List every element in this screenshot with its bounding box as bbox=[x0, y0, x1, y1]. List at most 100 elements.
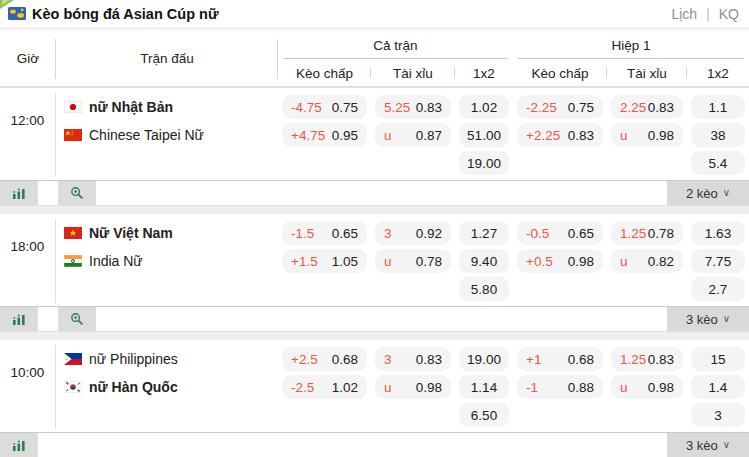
handicap-line: +4.75 bbox=[291, 128, 325, 143]
stats-button[interactable] bbox=[0, 181, 38, 205]
home-team-row: nữ Nhật Bản -4.750.75 5.250.83 1.02 -2.2… bbox=[56, 93, 749, 121]
half-1x2-draw-pill[interactable]: 2.7 bbox=[691, 277, 745, 301]
away-team-row: Chinese Taipei Nữ +4.750.95 u0.87 51.00 … bbox=[56, 121, 749, 149]
half-over-pill[interactable]: 1.250.78 bbox=[611, 221, 683, 245]
analysis-button[interactable] bbox=[58, 181, 96, 205]
half-1x2-away-pill[interactable]: 7.75 bbox=[691, 249, 745, 273]
half-handicap-away-pill[interactable]: -10.88 bbox=[517, 375, 603, 399]
handicap-line: +2.5 bbox=[291, 352, 318, 367]
schedule-link[interactable]: Lịch bbox=[671, 6, 697, 22]
draw-row: 6.50 3 bbox=[56, 401, 749, 429]
india-flag-icon bbox=[64, 255, 82, 267]
full-1x2-home-pill[interactable]: 19.00 bbox=[459, 347, 509, 371]
ou-line: 3 bbox=[384, 226, 392, 241]
col-header-time: Giờ bbox=[0, 30, 56, 86]
half-handicap-away-pill[interactable]: +0.50.98 bbox=[517, 249, 603, 273]
stats-button[interactable] bbox=[0, 307, 38, 331]
full-over-pill[interactable]: 30.92 bbox=[375, 221, 451, 245]
half-over-pill[interactable]: 2.250.83 bbox=[611, 95, 683, 119]
full-under-pill[interactable]: u0.78 bbox=[375, 249, 451, 273]
table-header: Giờ Trận đấu Cả trận Kèo chấp Tài xỉu 1x… bbox=[0, 30, 749, 88]
handicap-odds: 0.98 bbox=[568, 254, 594, 269]
half-1x2-home-pill[interactable]: 15 bbox=[691, 347, 745, 371]
1x2-odds: 38 bbox=[710, 128, 725, 143]
1x2-odds: 1.14 bbox=[471, 380, 497, 395]
subcol-full-overunder: Tài xỉu bbox=[371, 64, 455, 81]
ou-odds: 0.83 bbox=[416, 352, 442, 367]
1x2-odds: 1.63 bbox=[705, 226, 731, 241]
full-1x2-draw-pill[interactable]: 5.80 bbox=[459, 277, 509, 301]
1x2-odds: 5.80 bbox=[471, 282, 497, 297]
col-header-match: Trận đấu bbox=[56, 30, 278, 86]
full-handicap-home-pill[interactable]: -4.750.75 bbox=[282, 95, 367, 119]
full-1x2-draw-pill[interactable]: 6.50 bbox=[459, 403, 509, 427]
half-under-pill[interactable]: u0.98 bbox=[611, 375, 683, 399]
1x2-odds: 1.1 bbox=[709, 100, 728, 115]
handicap-line: -4.75 bbox=[291, 100, 322, 115]
analysis-button[interactable] bbox=[58, 307, 96, 331]
full-handicap-away-pill[interactable]: +1.51.05 bbox=[282, 249, 367, 273]
1x2-odds: 2.7 bbox=[709, 282, 728, 297]
team-name: India Nữ bbox=[89, 253, 143, 269]
more-odds-button[interactable]: 3 kèo ∨ bbox=[667, 433, 749, 457]
more-odds-label: 3 kèo bbox=[686, 438, 718, 453]
full-over-pill[interactable]: 5.250.83 bbox=[375, 95, 451, 119]
handicap-odds: 0.88 bbox=[568, 380, 594, 395]
handicap-odds: 1.05 bbox=[332, 254, 358, 269]
half-under-pill[interactable]: u0.82 bbox=[611, 249, 683, 273]
half-1x2-draw-pill[interactable]: 3 bbox=[691, 403, 745, 427]
full-1x2-home-pill[interactable]: 1.27 bbox=[459, 221, 509, 245]
half-handicap-home-pill[interactable]: +10.68 bbox=[517, 347, 603, 371]
half-1x2-home-pill[interactable]: 1.63 bbox=[691, 221, 745, 245]
more-odds-label: 2 kèo bbox=[686, 186, 718, 201]
1x2-odds: 51.00 bbox=[467, 128, 501, 143]
full-under-pill[interactable]: u0.98 bbox=[375, 375, 451, 399]
half-1x2-home-pill[interactable]: 1.1 bbox=[691, 95, 745, 119]
half-over-pill[interactable]: 1.250.83 bbox=[611, 347, 683, 371]
more-odds-button[interactable]: 3 kèo ∨ bbox=[667, 307, 749, 331]
team-home[interactable]: nữ Philippines bbox=[56, 351, 278, 367]
page-title: Kèo bóng đá Asian Cúp nữ bbox=[32, 6, 218, 22]
match-action-bar: 3 kèo ∨ bbox=[0, 306, 749, 332]
full-over-pill[interactable]: 30.83 bbox=[375, 347, 451, 371]
1x2-odds: 1.02 bbox=[471, 100, 497, 115]
team-home[interactable]: Nữ Việt Nam bbox=[56, 225, 278, 241]
group-header-full-match: Cả trận Kèo chấp Tài xỉu 1x2 bbox=[278, 30, 513, 86]
half-1x2-away-pill[interactable]: 1.4 bbox=[691, 375, 745, 399]
more-odds-button[interactable]: 2 kèo ∨ bbox=[667, 181, 749, 205]
half-1x2-draw-pill[interactable]: 5.4 bbox=[691, 151, 745, 175]
south-korea-flag-icon bbox=[64, 381, 82, 393]
full-1x2-away-pill[interactable]: 1.14 bbox=[459, 375, 509, 399]
full-handicap-away-pill[interactable]: +4.750.95 bbox=[282, 123, 367, 147]
full-handicap-away-pill[interactable]: -2.51.02 bbox=[282, 375, 367, 399]
full-1x2-away-pill[interactable]: 51.00 bbox=[459, 123, 509, 147]
philippines-flag-icon bbox=[64, 353, 82, 365]
half-under-pill[interactable]: u0.98 bbox=[611, 123, 683, 147]
draw-row: 5.80 2.7 bbox=[56, 275, 749, 303]
handicap-odds: 0.75 bbox=[568, 100, 594, 115]
full-1x2-away-pill[interactable]: 9.40 bbox=[459, 249, 509, 273]
half-handicap-home-pill[interactable]: -2.250.75 bbox=[517, 95, 603, 119]
full-under-pill[interactable]: u0.87 bbox=[375, 123, 451, 147]
magnifier-icon bbox=[70, 312, 84, 326]
team-away[interactable]: India Nữ bbox=[56, 253, 278, 269]
stats-button[interactable] bbox=[0, 433, 38, 457]
full-handicap-home-pill[interactable]: -1.50.65 bbox=[282, 221, 367, 245]
half-handicap-home-pill[interactable]: -0.50.65 bbox=[517, 221, 603, 245]
half-handicap-away-pill[interactable]: +2.250.83 bbox=[517, 123, 603, 147]
chevron-down-icon: ∨ bbox=[723, 440, 730, 450]
team-away[interactable]: nữ Hàn Quốc bbox=[56, 379, 278, 395]
full-1x2-home-pill[interactable]: 1.02 bbox=[459, 95, 509, 119]
team-home[interactable]: nữ Nhật Bản bbox=[56, 99, 278, 115]
team-away[interactable]: Chinese Taipei Nữ bbox=[56, 127, 278, 143]
full-handicap-home-pill[interactable]: +2.50.68 bbox=[282, 347, 367, 371]
results-link[interactable]: KQ bbox=[719, 6, 739, 22]
match-section: 10:00 nữ Philippines +2.50.68 30.83 19.0… bbox=[0, 340, 749, 457]
1x2-odds: 19.00 bbox=[467, 156, 501, 171]
ou-odds: 0.98 bbox=[648, 380, 674, 395]
half-1x2-away-pill[interactable]: 38 bbox=[691, 123, 745, 147]
section-divider bbox=[0, 206, 749, 214]
magnifier-icon bbox=[70, 186, 84, 200]
away-team-row: nữ Hàn Quốc -2.51.02 u0.98 1.14 -10.88 u… bbox=[56, 373, 749, 401]
full-1x2-draw-pill[interactable]: 19.00 bbox=[459, 151, 509, 175]
